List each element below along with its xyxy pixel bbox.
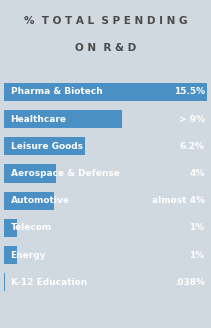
FancyBboxPatch shape	[4, 246, 17, 264]
Text: O N  R & D: O N R & D	[75, 43, 136, 52]
Text: > 9%: > 9%	[179, 114, 205, 124]
FancyBboxPatch shape	[4, 274, 5, 292]
FancyBboxPatch shape	[4, 110, 122, 128]
Text: Aerospace & Defense: Aerospace & Defense	[11, 169, 119, 178]
FancyBboxPatch shape	[4, 83, 207, 101]
Text: 1%: 1%	[189, 251, 205, 260]
Text: Energy: Energy	[11, 251, 46, 260]
Text: %  T O T A L  S P E N D I N G: % T O T A L S P E N D I N G	[24, 16, 187, 26]
FancyBboxPatch shape	[4, 165, 57, 182]
Text: .038%: .038%	[174, 278, 205, 287]
FancyBboxPatch shape	[4, 219, 17, 237]
Text: 1%: 1%	[189, 223, 205, 233]
FancyBboxPatch shape	[4, 192, 54, 210]
Text: 6.2%: 6.2%	[180, 142, 205, 151]
Text: 4%: 4%	[189, 169, 205, 178]
Text: Telecom: Telecom	[11, 223, 52, 233]
Text: Healthcare: Healthcare	[11, 114, 66, 124]
Text: almost 4%: almost 4%	[152, 196, 205, 205]
Text: Automotive: Automotive	[11, 196, 70, 205]
FancyBboxPatch shape	[4, 137, 85, 155]
Text: K-12 Education: K-12 Education	[11, 278, 87, 287]
Text: 15.5%: 15.5%	[173, 87, 205, 96]
Text: Leisure Goods: Leisure Goods	[11, 142, 83, 151]
Text: Pharma & Biotech: Pharma & Biotech	[11, 87, 102, 96]
